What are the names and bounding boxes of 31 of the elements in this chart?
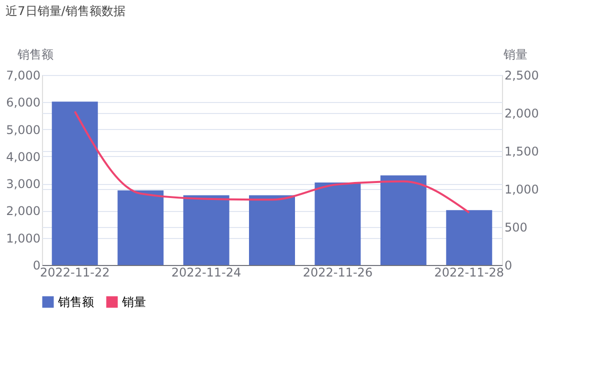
y2-tick-label: 1,500 xyxy=(504,144,539,158)
y2-tick-label: 1,000 xyxy=(504,182,539,196)
legend-label: 销售额 xyxy=(57,295,94,309)
y-tick-label: 0 xyxy=(32,258,40,272)
bar xyxy=(52,102,98,265)
bar xyxy=(380,175,426,265)
y-tick-label: 6,000 xyxy=(6,96,40,110)
y-tick-label: 5,000 xyxy=(6,122,40,137)
y-axis-title: 销售额 xyxy=(16,48,54,62)
y2-axis-title: 销量 xyxy=(502,48,528,62)
y-tick-label: 2,000 xyxy=(6,204,40,218)
bar xyxy=(118,190,164,265)
legend-label: 销量 xyxy=(121,295,146,309)
chart-title: 近7日销量/销售额数据 xyxy=(6,4,126,18)
line-series xyxy=(74,110,470,214)
bar xyxy=(183,195,230,265)
y2-tick-label: 2,000 xyxy=(504,106,539,120)
y2-tick-label: 500 xyxy=(504,220,528,234)
bar xyxy=(314,182,361,265)
bar xyxy=(446,210,492,265)
y2-tick-label: 2,500 xyxy=(504,68,539,82)
y-tick-label: 7,000 xyxy=(6,68,40,82)
x-tick-label: 2022-11-26 xyxy=(302,266,373,280)
y-tick-label: 1,000 xyxy=(6,231,40,246)
y-tick-label: 3,000 xyxy=(6,177,40,192)
y2-tick-label: 0 xyxy=(504,258,512,272)
y-tick-label: 4,000 xyxy=(6,150,40,164)
x-tick-label: 2022-11-24 xyxy=(171,266,242,280)
bar xyxy=(249,195,295,265)
x-tick-label: 2022-11-28 xyxy=(434,266,504,280)
x-tick-label: 2022-11-22 xyxy=(40,266,110,280)
